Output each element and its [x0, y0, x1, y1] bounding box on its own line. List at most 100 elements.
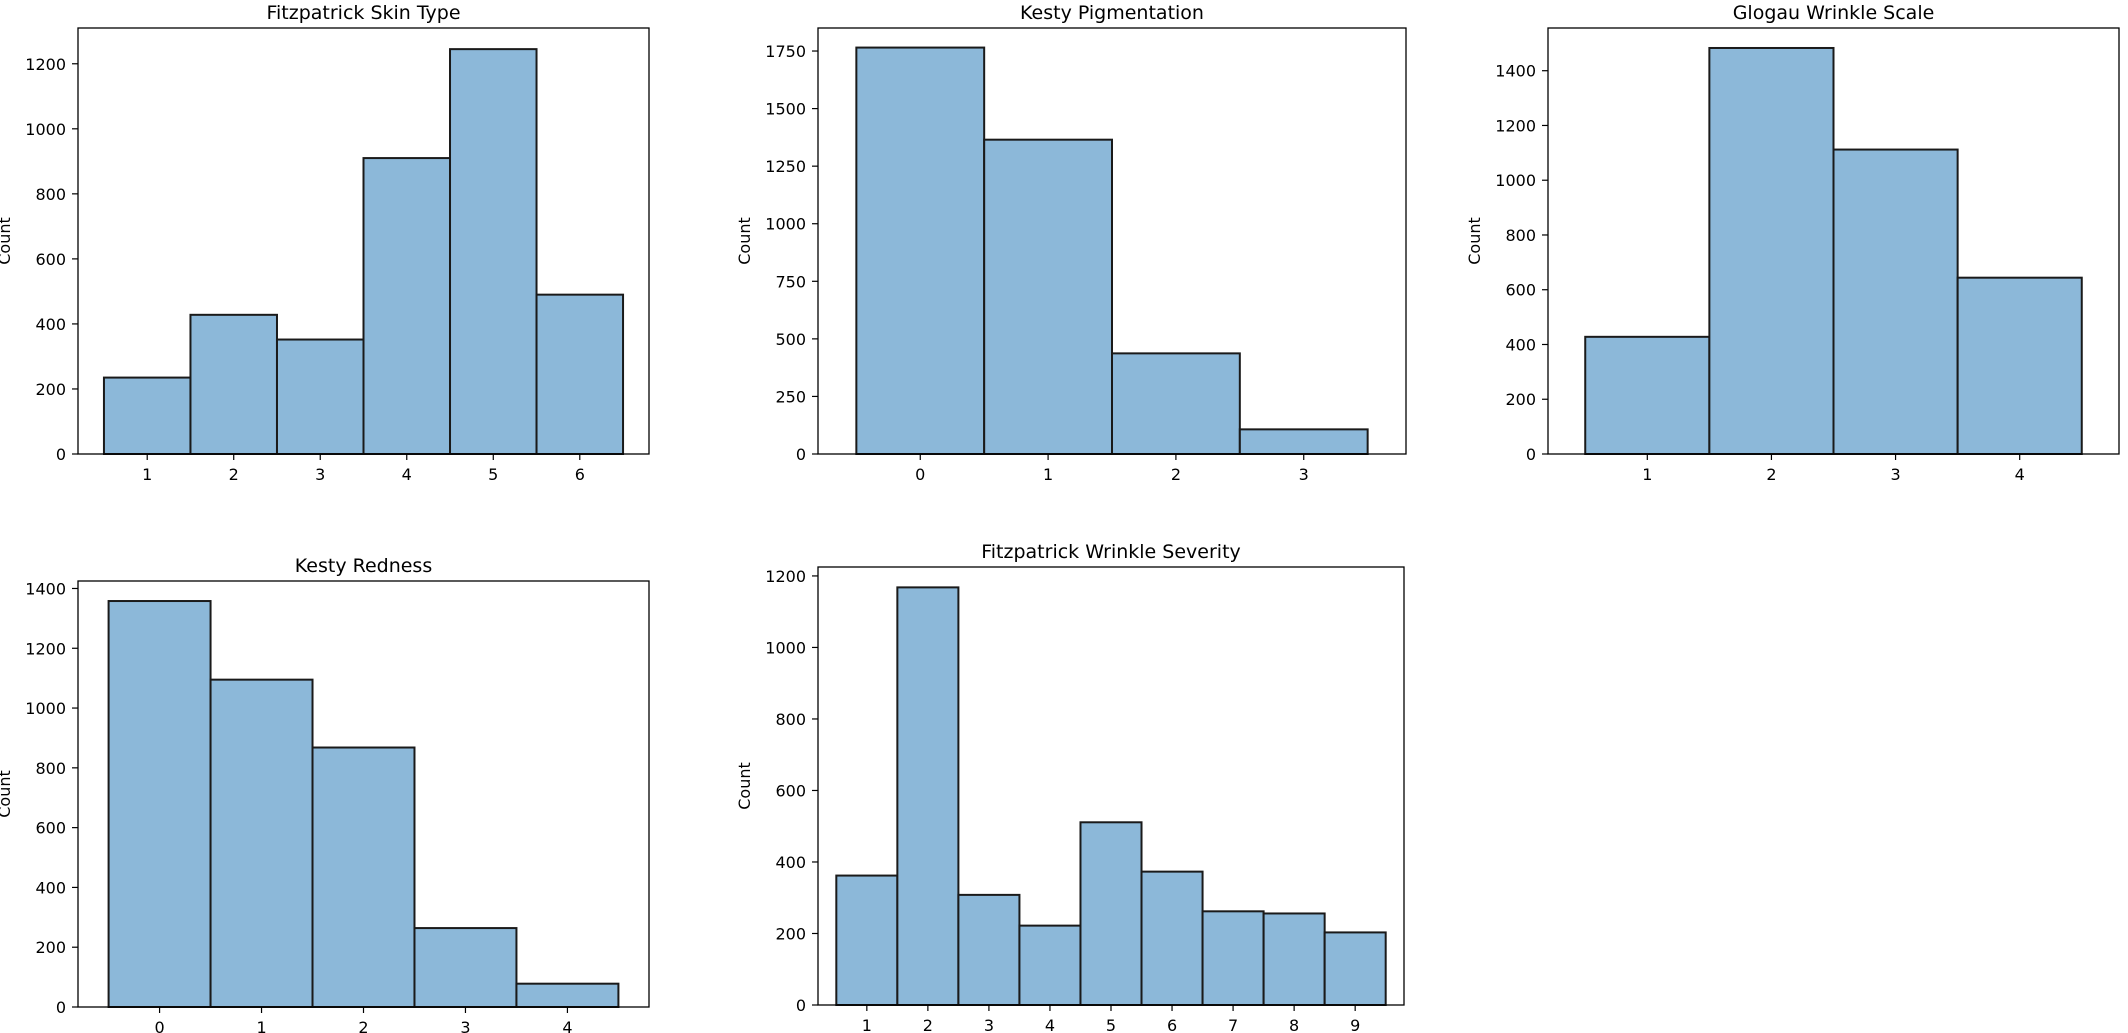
x-tick-label: 2 [923, 1016, 933, 1033]
y-tick-label: 0 [56, 998, 66, 1017]
bar-8 [1262, 912, 1326, 1006]
x-tick-label: 9 [1350, 1016, 1360, 1033]
x-tick-label: 1 [1043, 465, 1053, 484]
subplot-4: 0 1 2 3 4 0 200 400 600 800 1000 1200 1400 Kesty Redn… [0, 555, 650, 1033]
x-tick-label: 5 [488, 465, 498, 484]
y-tick-label: 1250 [765, 157, 806, 176]
x-tick-label: 0 [154, 1018, 164, 1033]
chart-title: Fitzpatrick Skin Type [266, 2, 460, 24]
subplot-2: 0 1 2 3 0 250 500 750 1000 1250 1500 1750 Kesty Pigm… [735, 2, 1407, 484]
x-tick-label: 1 [862, 1016, 872, 1033]
y-tick-label: 1000 [25, 699, 66, 718]
bar-4 [362, 157, 452, 456]
plot-frame [1547, 27, 2120, 455]
y-axis-label: Count [735, 762, 754, 810]
y-axis-label: Count [0, 770, 14, 818]
bar-1 [983, 138, 1113, 455]
bar-1 [102, 376, 192, 455]
y-tick-label: 800 [35, 185, 66, 204]
x-tick-label: 2 [1171, 465, 1181, 484]
y-tick-label: 1200 [25, 55, 66, 74]
plot-frame [77, 27, 650, 455]
bar-2 [311, 746, 416, 1008]
y-tick-label: 600 [775, 781, 806, 800]
x-tick-label: 1 [256, 1018, 266, 1033]
y-tick-label: 0 [796, 445, 806, 464]
y-tick-label: 1000 [765, 215, 806, 234]
y-tick-label: 1750 [765, 42, 806, 61]
x-tick-label: 1 [1642, 465, 1652, 484]
bar-4 [1956, 276, 2083, 455]
bar-5 [1079, 821, 1143, 1007]
x-tick-label: 2 [229, 465, 239, 484]
bar-1 [209, 678, 314, 1009]
x-tick-label: 3 [1299, 465, 1309, 484]
y-tick-label: 800 [35, 759, 66, 778]
y-tick-label: 250 [775, 387, 806, 406]
x-tick-label: 4 [2015, 465, 2025, 484]
bar-6 [535, 293, 625, 455]
chart-title: Kesty Redness [295, 555, 432, 577]
bar-3 [957, 893, 1021, 1006]
bar-7 [1201, 910, 1265, 1007]
y-tick-label: 600 [1505, 281, 1536, 300]
y-tick-label: 400 [35, 315, 66, 334]
x-tick-label: 7 [1228, 1016, 1238, 1033]
bar-9 [1323, 931, 1387, 1006]
bar-0 [855, 46, 986, 456]
bar-5 [449, 48, 538, 456]
y-tick-label: 1400 [1495, 62, 1536, 81]
y-tick-label: 600 [35, 250, 66, 269]
bar-0 [107, 600, 212, 1008]
y-tick-label: 400 [35, 878, 66, 897]
y-tick-label: 0 [796, 996, 806, 1015]
y-tick-label: 1400 [25, 579, 66, 598]
y-tick-label: 1000 [1495, 171, 1536, 190]
y-tick-label: 200 [775, 924, 806, 943]
y-tick-label: 750 [775, 272, 806, 291]
y-tick-label: 200 [1505, 390, 1536, 409]
subplot-3: 1 2 3 4 0 200 400 600 800 1000 1200 1400 Glogau Wrin… [1465, 2, 2120, 484]
subplot-1: 1 2 3 4 5 6 0 200 400 600 800 1000 1200 Fitzpatrick S… [0, 2, 650, 484]
subplot-5: 1 2 3 4 5 6 7 8 9 0 200 400 600 800 1000 1200 Fitzpatric… [735, 541, 1405, 1033]
bar-1 [1584, 335, 1711, 456]
y-tick-label: 0 [56, 445, 66, 464]
chart-title: Fitzpatrick Wrinkle Severity [981, 541, 1241, 563]
bar-3 [1832, 148, 1959, 456]
y-tick-label: 400 [1505, 335, 1536, 354]
x-tick-label: 3 [460, 1018, 470, 1033]
y-tick-label: 400 [775, 853, 806, 872]
y-tick-label: 500 [775, 330, 806, 349]
x-tick-label: 8 [1289, 1016, 1299, 1033]
y-tick-label: 0 [1526, 445, 1536, 464]
y-tick-label: 1000 [765, 638, 806, 657]
plot-frame [817, 27, 1407, 455]
x-tick-label: 1 [142, 465, 152, 484]
bar-3 [275, 338, 365, 456]
y-axis-label: Count [0, 217, 14, 265]
y-tick-label: 1200 [25, 639, 66, 658]
bar-2 [896, 586, 960, 1007]
x-tick-label: 3 [984, 1016, 994, 1033]
x-tick-label: 0 [915, 465, 925, 484]
x-tick-label: 3 [315, 465, 325, 484]
y-axis-label: Count [735, 217, 754, 265]
bar-3 [413, 927, 518, 1008]
x-tick-label: 4 [562, 1018, 572, 1033]
bar-4 [515, 982, 620, 1009]
y-axis-label: Count [1465, 217, 1484, 265]
y-tick-label: 200 [35, 938, 66, 957]
chart-title: Glogau Wrinkle Scale [1733, 2, 1935, 24]
x-tick-label: 4 [402, 465, 412, 484]
y-tick-label: 600 [35, 819, 66, 838]
bar-2 [1111, 352, 1241, 455]
bar-1 [835, 874, 899, 1006]
chart-title: Kesty Pigmentation [1020, 2, 1204, 24]
x-tick-label: 2 [1766, 465, 1776, 484]
y-tick-label: 200 [35, 380, 66, 399]
x-tick-label: 5 [1106, 1016, 1116, 1033]
bar-2 [1708, 46, 1835, 455]
bar-6 [1140, 870, 1204, 1007]
y-tick-label: 1200 [765, 567, 806, 586]
